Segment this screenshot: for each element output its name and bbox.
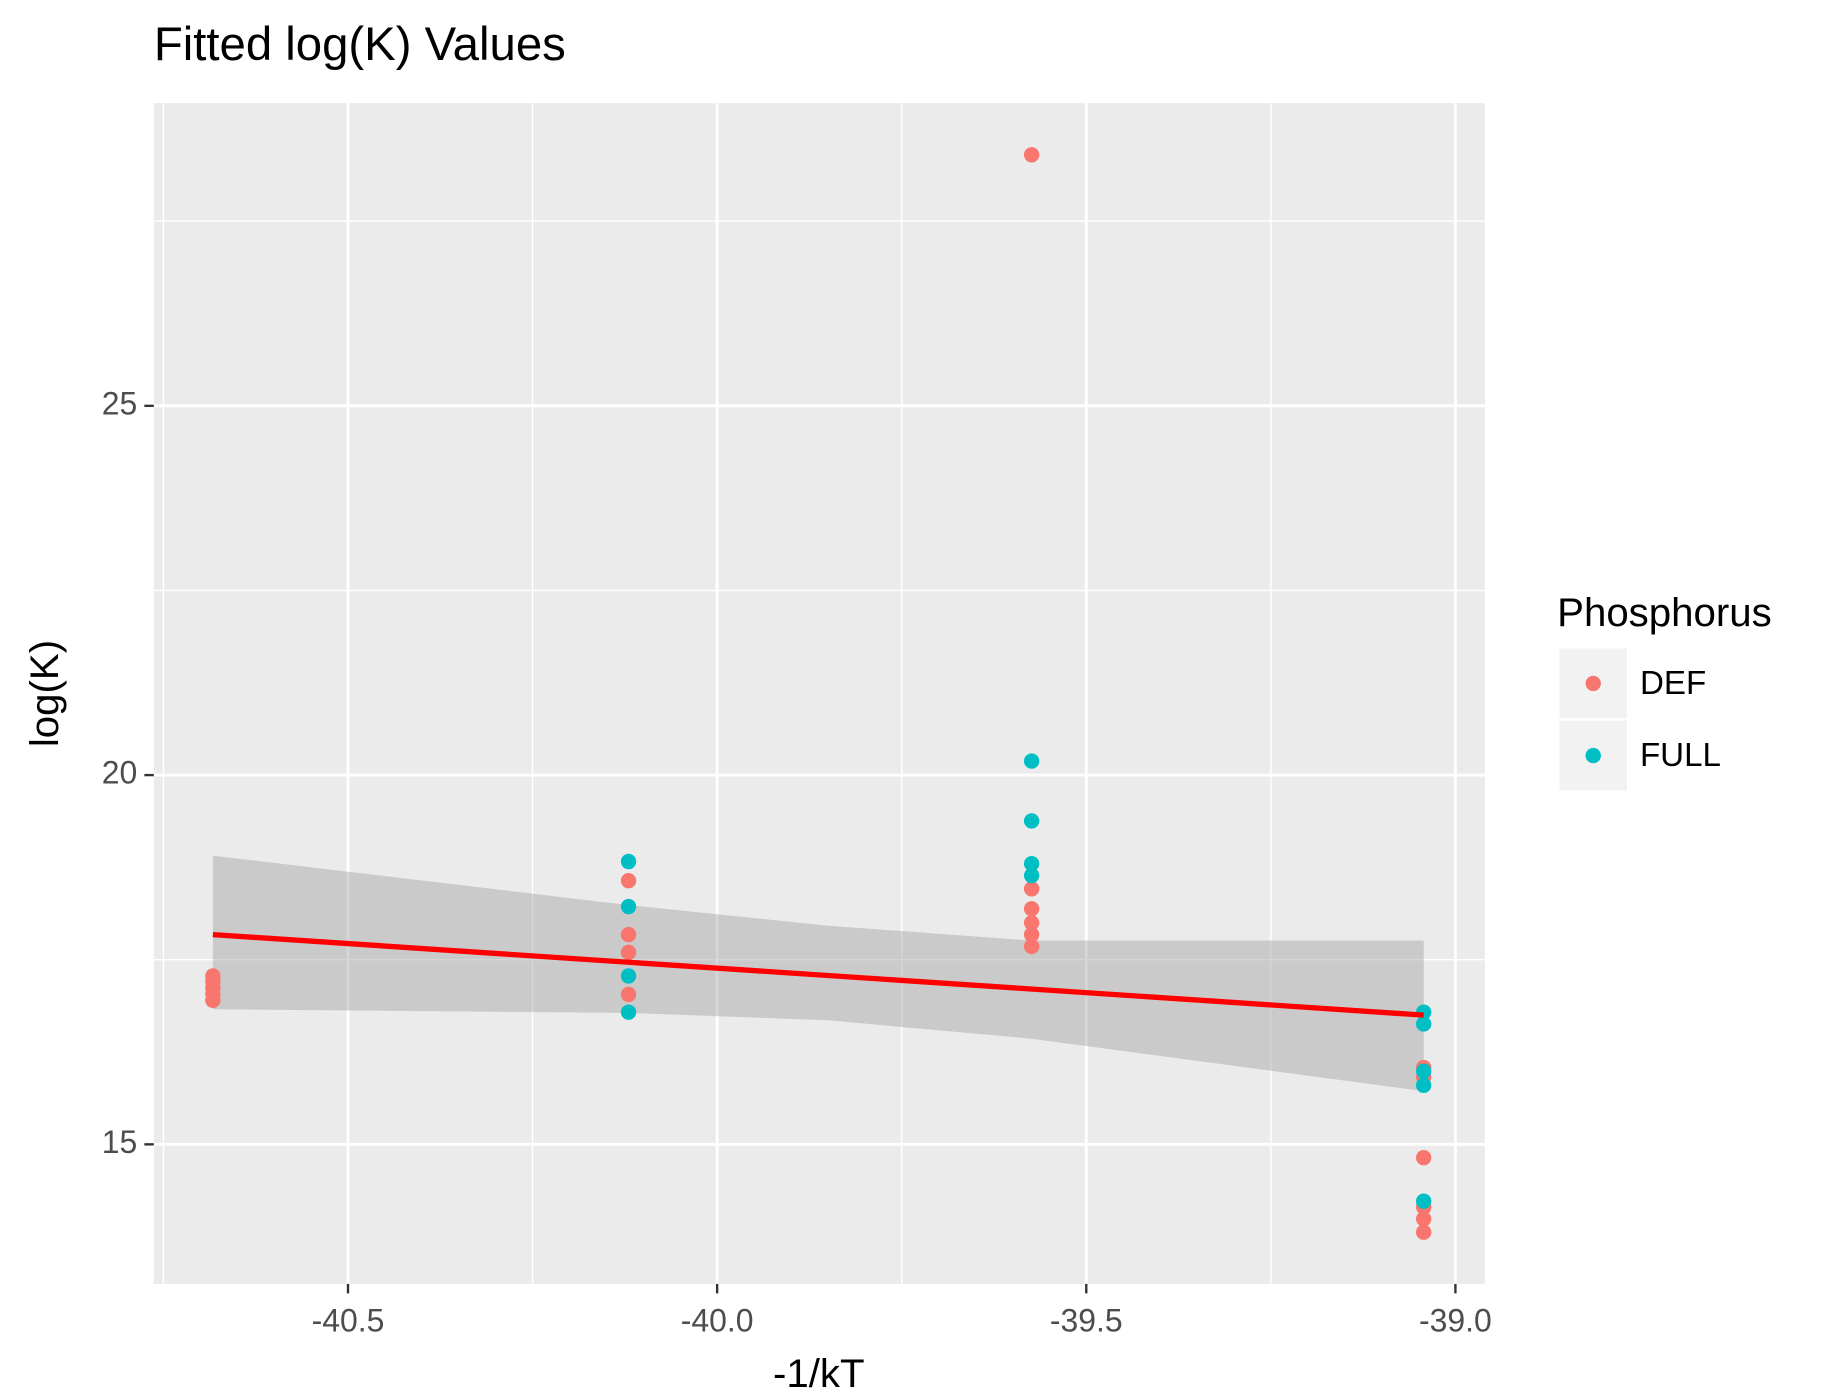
legend: DEF FULL	[1559, 648, 1721, 791]
point	[1415, 1193, 1432, 1209]
point	[620, 944, 637, 961]
legend-symbol	[1585, 747, 1601, 764]
point	[1023, 938, 1040, 955]
axes: -40.5 -40.0 -39.5 -39.0 15 20 25	[102, 385, 1492, 1338]
x-tick-label: -39.5	[1050, 1302, 1123, 1338]
legend-title: Phosphorus	[1557, 590, 1772, 635]
grid	[153, 103, 1485, 1284]
point	[1023, 901, 1040, 917]
point	[1023, 856, 1040, 872]
point	[1023, 915, 1040, 931]
panel	[153, 103, 1485, 1284]
y-tick-label: 20	[102, 755, 138, 791]
point	[1023, 867, 1040, 884]
marks	[205, 147, 1432, 1240]
x-tick-label: -40.5	[312, 1302, 385, 1338]
chart-title: Fitted log(K) Values	[154, 18, 566, 71]
y-tick-label: 25	[102, 385, 138, 421]
point	[620, 853, 637, 870]
fit-line	[212, 931, 1424, 1018]
point	[1415, 1211, 1432, 1227]
point	[1023, 813, 1040, 829]
x-tick-label: -40.0	[681, 1302, 754, 1338]
point	[620, 898, 637, 915]
legend-label: FULL	[1640, 737, 1721, 774]
point	[1023, 753, 1040, 769]
point	[1415, 1063, 1432, 1079]
point	[620, 968, 637, 984]
point	[620, 1004, 637, 1020]
x-tick-label: -39.0	[1419, 1302, 1492, 1338]
point	[1023, 147, 1040, 163]
point	[620, 873, 637, 889]
y-axis-title: log(K)	[22, 640, 67, 747]
point	[1023, 926, 1040, 943]
point	[1415, 1224, 1432, 1240]
point	[620, 986, 637, 1003]
y-tick-label: 15	[102, 1124, 138, 1160]
point	[1415, 1077, 1432, 1093]
point	[1415, 1149, 1432, 1166]
legend-label: DEF	[1640, 665, 1706, 702]
point	[205, 992, 221, 1009]
x-axis-title: -1/kT	[773, 1351, 865, 1396]
legend-symbol	[1585, 675, 1601, 692]
point	[1023, 881, 1040, 897]
point	[1415, 1016, 1432, 1032]
point	[620, 926, 637, 943]
